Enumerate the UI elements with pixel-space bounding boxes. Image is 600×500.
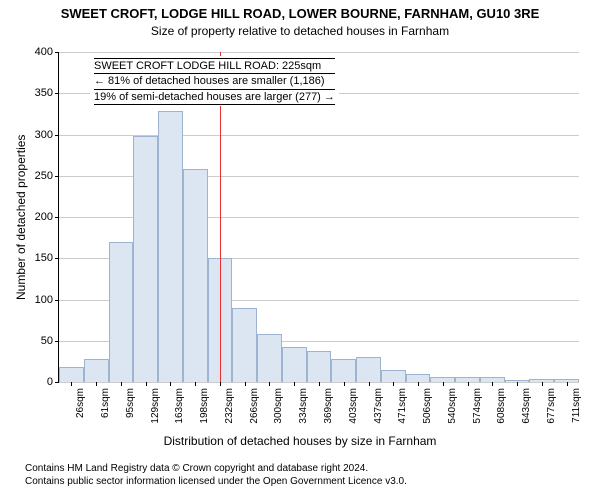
histogram-bar <box>257 334 282 382</box>
histogram-bar <box>331 359 356 382</box>
xtick-label: 471sqm <box>397 388 408 424</box>
xtick-label: 300sqm <box>273 388 284 424</box>
xtick-mark <box>542 382 543 386</box>
histogram-bar <box>307 351 332 382</box>
xtick-mark <box>96 382 97 386</box>
footnote-line1: Contains HM Land Registry data © Crown c… <box>25 462 407 475</box>
xtick-label: 403sqm <box>348 388 359 424</box>
xtick-label: 540sqm <box>447 388 458 424</box>
xtick-mark <box>170 382 171 386</box>
histogram-bar <box>183 169 208 382</box>
xtick-mark <box>294 382 295 386</box>
xtick-mark <box>443 382 444 386</box>
histogram-bar <box>109 242 134 382</box>
ytick-label: 50 <box>41 335 53 347</box>
ytick-mark <box>55 217 59 218</box>
x-axis-label: Distribution of detached houses by size … <box>0 434 600 448</box>
xtick-label: 129sqm <box>150 388 161 424</box>
ytick-label: 350 <box>35 87 53 99</box>
xtick-label: 608sqm <box>496 388 507 424</box>
gridline <box>59 52 579 53</box>
histogram-bar <box>133 136 158 382</box>
histogram-bar <box>84 359 109 382</box>
xtick-label: 26sqm <box>75 388 86 418</box>
chart-subtitle: Size of property relative to detached ho… <box>0 24 600 38</box>
ytick-mark <box>55 135 59 136</box>
histogram-bar <box>282 347 307 382</box>
ytick-label: 150 <box>35 252 53 264</box>
ytick-mark <box>55 52 59 53</box>
xtick-mark <box>269 382 270 386</box>
histogram-bar <box>158 111 183 382</box>
chart-container: SWEET CROFT, LODGE HILL ROAD, LOWER BOUR… <box>0 0 600 500</box>
ytick-label: 400 <box>35 46 53 58</box>
ytick-mark <box>55 258 59 259</box>
xtick-mark <box>121 382 122 386</box>
xtick-mark <box>369 382 370 386</box>
xtick-mark <box>146 382 147 386</box>
histogram-bar <box>59 367 84 382</box>
xtick-mark <box>492 382 493 386</box>
xtick-label: 61sqm <box>100 388 111 418</box>
histogram-bar <box>232 308 257 382</box>
xtick-label: 506sqm <box>422 388 433 424</box>
ytick-mark <box>55 382 59 383</box>
histogram-bar <box>406 374 431 382</box>
histogram-bar <box>356 357 381 382</box>
xtick-mark <box>71 382 72 386</box>
xtick-mark <box>468 382 469 386</box>
ytick-label: 100 <box>35 294 53 306</box>
ytick-mark <box>55 93 59 94</box>
xtick-label: 369sqm <box>323 388 334 424</box>
xtick-label: 95sqm <box>125 388 136 418</box>
xtick-mark <box>195 382 196 386</box>
xtick-label: 437sqm <box>373 388 384 424</box>
ytick-label: 200 <box>35 211 53 223</box>
ytick-label: 0 <box>47 376 53 388</box>
xtick-label: 334sqm <box>298 388 309 424</box>
ytick-mark <box>55 176 59 177</box>
xtick-label: 677sqm <box>546 388 557 424</box>
histogram-bar <box>381 370 406 382</box>
xtick-label: 643sqm <box>521 388 532 424</box>
annotation-line: 19% of semi-detached houses are larger (… <box>94 89 335 105</box>
ytick-mark <box>55 341 59 342</box>
xtick-mark <box>344 382 345 386</box>
annotation-box: SWEET CROFT LODGE HILL ROAD: 225sqm← 81%… <box>90 56 339 106</box>
xtick-mark <box>418 382 419 386</box>
xtick-label: 266sqm <box>249 388 260 424</box>
xtick-mark <box>517 382 518 386</box>
xtick-label: 198sqm <box>199 388 210 424</box>
xtick-mark <box>393 382 394 386</box>
ytick-mark <box>55 300 59 301</box>
y-axis-label: Number of detached properties <box>14 135 28 300</box>
xtick-mark <box>245 382 246 386</box>
ytick-label: 250 <box>35 170 53 182</box>
xtick-label: 163sqm <box>174 388 185 424</box>
footnote: Contains HM Land Registry data © Crown c… <box>25 462 407 488</box>
xtick-label: 711sqm <box>571 388 582 423</box>
ytick-label: 300 <box>35 129 53 141</box>
annotation-line: SWEET CROFT LODGE HILL ROAD: 225sqm <box>94 58 335 74</box>
xtick-mark <box>567 382 568 386</box>
xtick-mark <box>319 382 320 386</box>
footnote-line2: Contains public sector information licen… <box>25 475 407 488</box>
xtick-mark <box>220 382 221 386</box>
xtick-label: 574sqm <box>472 388 483 424</box>
annotation-line: ← 81% of detached houses are smaller (1,… <box>94 73 335 89</box>
chart-title: SWEET CROFT, LODGE HILL ROAD, LOWER BOUR… <box>0 6 600 21</box>
xtick-label: 232sqm <box>224 388 235 424</box>
